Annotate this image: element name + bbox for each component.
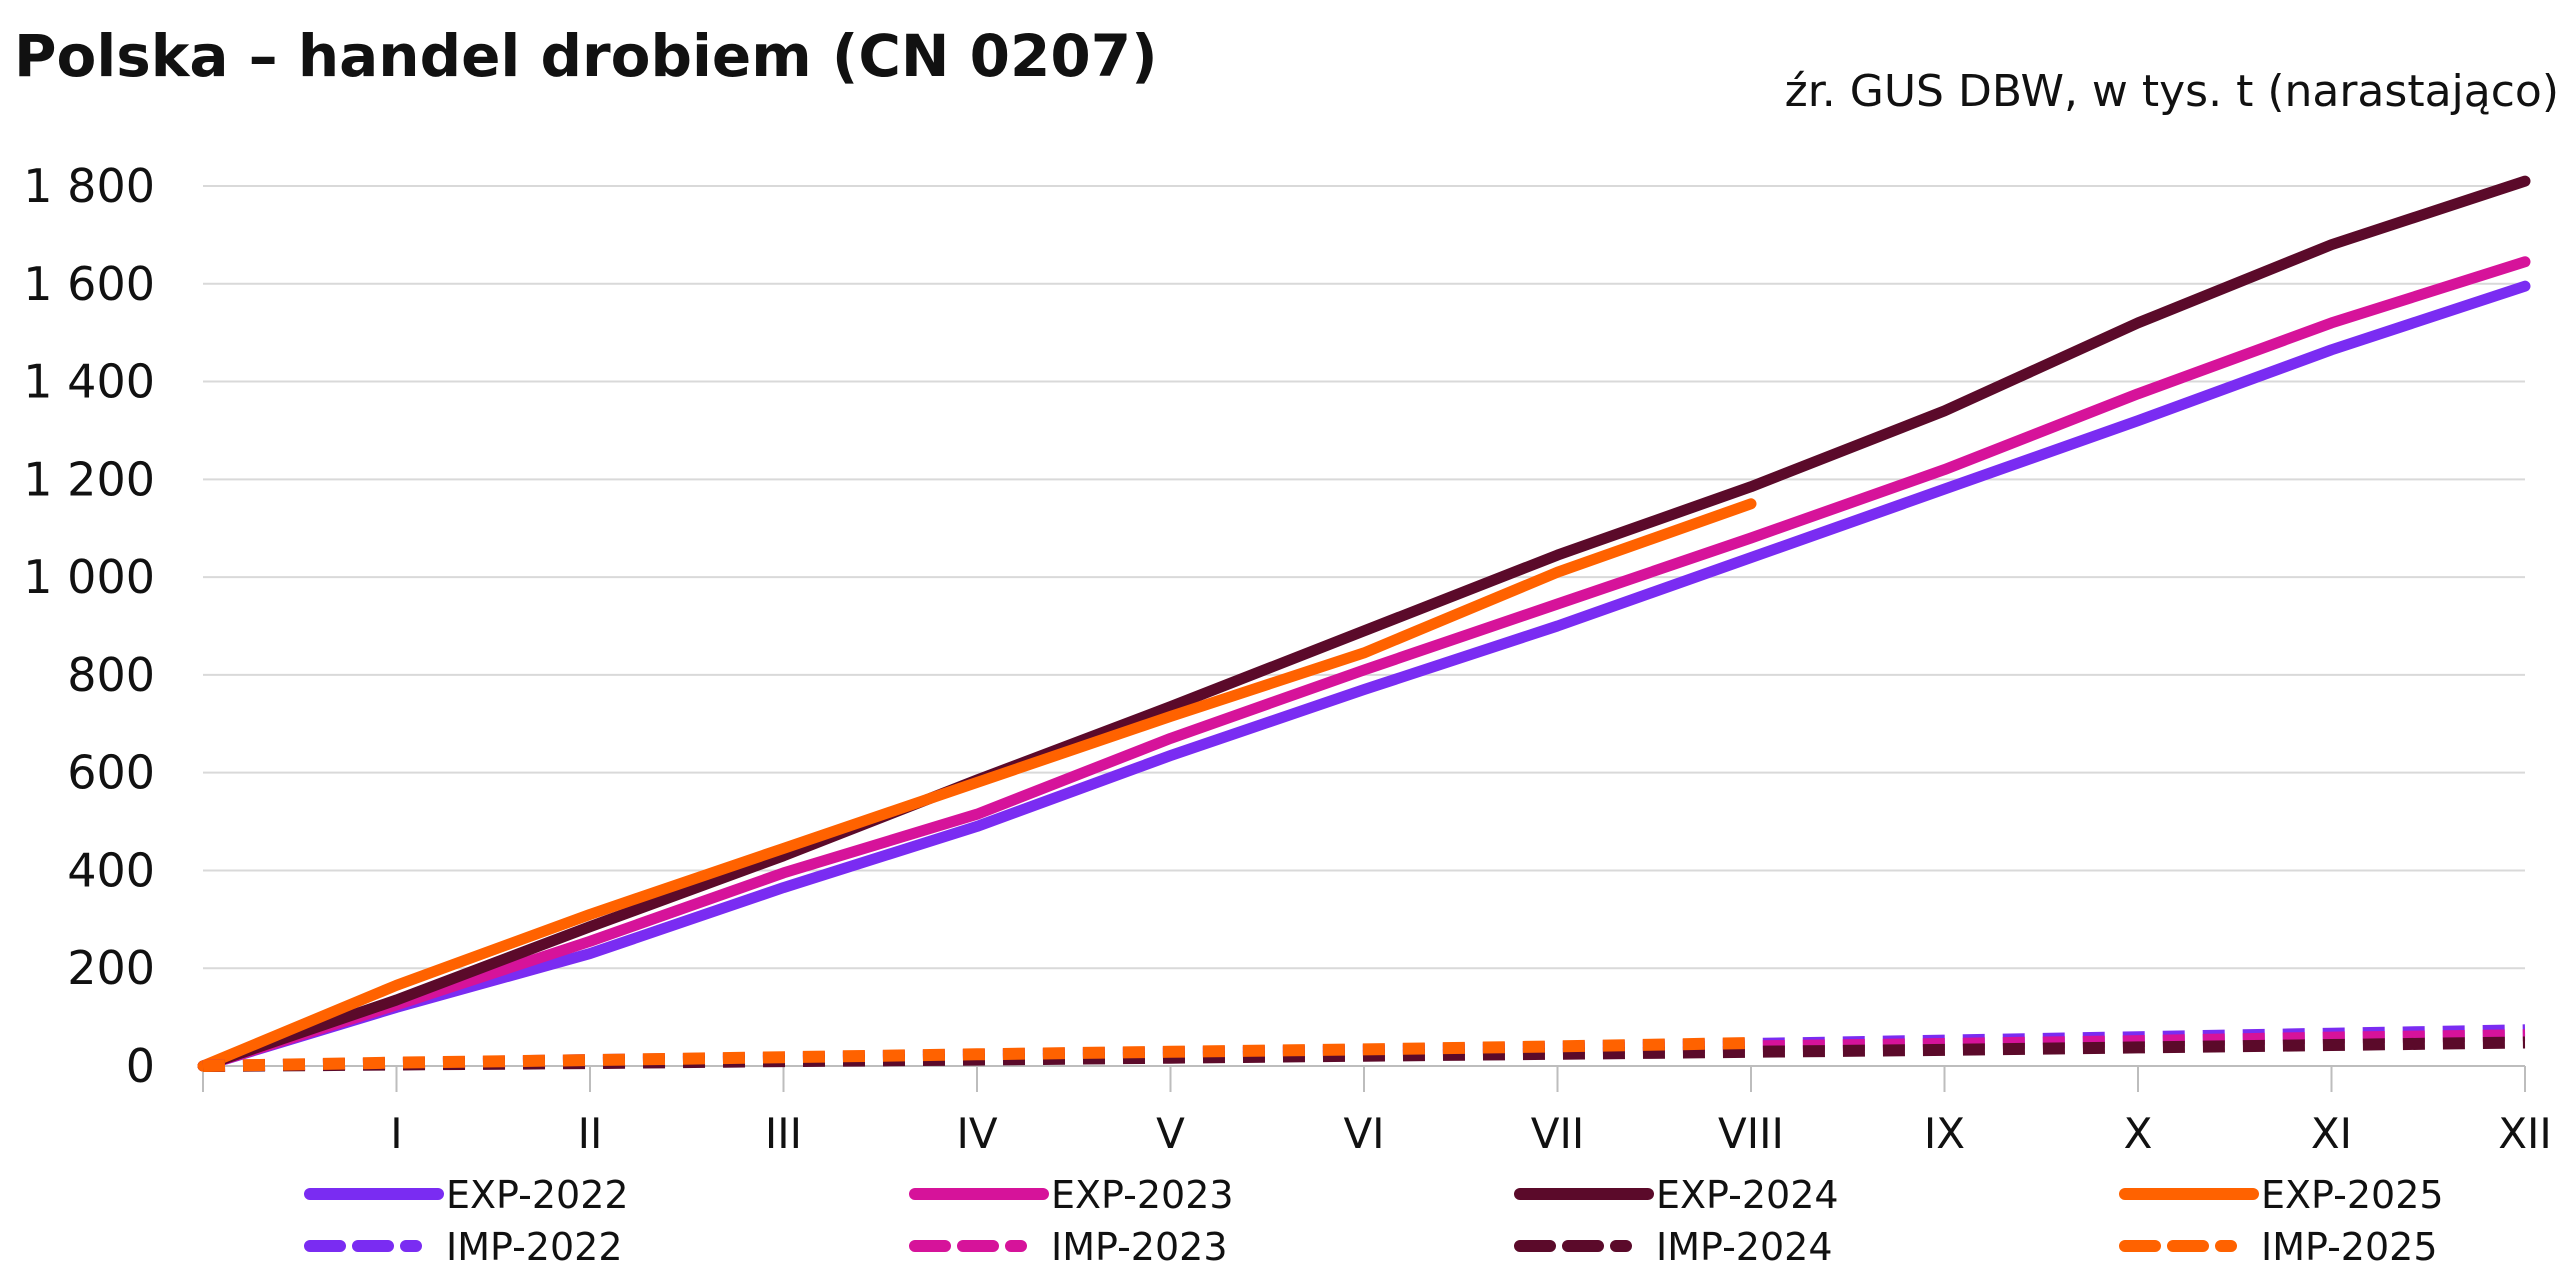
legend-label: EXP-2024 <box>1656 1173 1839 1217</box>
x-tick-label: XI <box>2311 1109 2352 1158</box>
series-line-imp-2024 <box>202 1036 2526 1072</box>
series-lines <box>197 175 2531 1072</box>
series-line-exp-2022 <box>197 280 2531 1072</box>
x-axis-ticks: I II III IV V VI VII VIII IX X XI XII <box>390 1109 2551 1158</box>
chart-title: Polska – handel drobiem (CN 0207) <box>14 22 1158 90</box>
legend-item-imp-2024: IMP-2024 <box>1514 1225 1833 1269</box>
legend-label: EXP-2023 <box>1051 1173 1234 1217</box>
legend-item-exp-2025: EXP-2025 <box>2119 1173 2444 1217</box>
y-tick-label: 800 <box>67 648 155 702</box>
x-tick-label: VII <box>1531 1109 1585 1158</box>
legend-label: IMP-2022 <box>446 1225 623 1269</box>
legend-item-exp-2024: EXP-2024 <box>1514 1173 1839 1217</box>
y-tick-label: 1 200 <box>23 452 155 506</box>
legend-item-imp-2025: IMP-2025 <box>2119 1225 2438 1269</box>
legend-label: EXP-2022 <box>446 1173 629 1217</box>
y-tick-label: 1 800 <box>23 159 155 213</box>
legend: EXP-2022 EXP-2023 EXP-2024 EXP-2025 IMP-2022… <box>304 1173 2444 1269</box>
y-tick-label: 1 400 <box>23 355 155 409</box>
x-tick-label: VI <box>1343 1109 1384 1158</box>
legend-label: IMP-2023 <box>1051 1225 1228 1269</box>
y-tick-label: 0 <box>126 1039 155 1093</box>
x-tick-label: V <box>1156 1109 1185 1158</box>
x-tick-label: I <box>390 1109 402 1158</box>
legend-item-imp-2023: IMP-2023 <box>909 1225 1228 1269</box>
x-tick-label: XII <box>2498 1109 2552 1158</box>
series-line-exp-2023 <box>197 256 2531 1072</box>
y-tick-label: 1 000 <box>23 550 155 604</box>
y-tick-label: 200 <box>67 941 155 995</box>
x-tick-label: IX <box>1924 1109 1965 1158</box>
y-tick-label: 400 <box>67 843 155 897</box>
y-axis-ticks: 0 200 400 600 800 1 000 1 200 1 400 1 600 1 800 <box>23 159 155 1093</box>
legend-item-exp-2023: EXP-2023 <box>909 1173 1234 1217</box>
series-line-exp-2025 <box>197 498 1757 1072</box>
series-line-imp-2025 <box>202 1037 1752 1072</box>
x-tick-label: X <box>2124 1109 2153 1158</box>
legend-item-imp-2022: IMP-2022 <box>304 1225 623 1269</box>
x-tick-label: II <box>578 1109 603 1158</box>
gridlines <box>202 185 2526 1092</box>
series-line-exp-2024 <box>197 175 2531 1072</box>
y-tick-label: 600 <box>67 746 155 800</box>
x-tick-label: VIII <box>1718 1109 1784 1158</box>
x-tick-label: IV <box>956 1109 997 1158</box>
x-tick-label: III <box>765 1109 802 1158</box>
legend-item-exp-2022: EXP-2022 <box>304 1173 629 1217</box>
legend-label: IMP-2024 <box>1656 1225 1833 1269</box>
y-tick-label: 1 600 <box>23 257 155 311</box>
chart-source-note: źr. GUS DBW, w tys. t (narastająco) <box>1784 66 2559 117</box>
legend-label: IMP-2025 <box>2261 1225 2438 1269</box>
legend-label: EXP-2025 <box>2261 1173 2444 1217</box>
